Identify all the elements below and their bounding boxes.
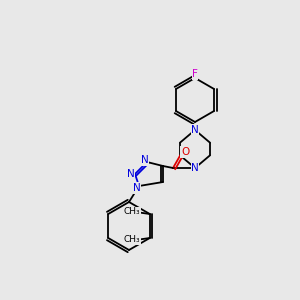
Text: N: N bbox=[141, 155, 149, 165]
Text: N: N bbox=[127, 169, 135, 179]
Text: O: O bbox=[181, 147, 189, 157]
Text: F: F bbox=[192, 69, 198, 79]
Text: CH₃: CH₃ bbox=[124, 208, 140, 217]
Text: N: N bbox=[191, 163, 199, 173]
Text: N: N bbox=[133, 183, 141, 193]
Text: N: N bbox=[191, 125, 199, 135]
Text: CH₃: CH₃ bbox=[124, 236, 140, 244]
